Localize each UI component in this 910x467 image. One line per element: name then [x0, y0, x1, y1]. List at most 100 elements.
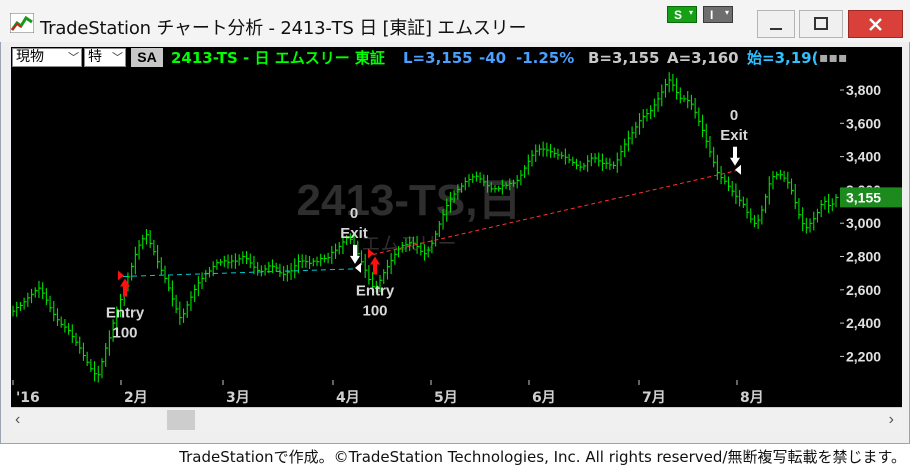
price-bar [105, 342, 109, 367]
price-bar [342, 234, 346, 255]
signal-entry-1: Entry 100 [106, 270, 145, 341]
price-bar [601, 153, 605, 171]
price-bar [516, 175, 520, 189]
price-bar [138, 240, 142, 260]
price-bar [275, 262, 279, 272]
price-bar [705, 123, 709, 149]
minimize-button[interactable] [757, 10, 795, 38]
price-bar [190, 291, 194, 311]
price-bar [383, 269, 387, 284]
price-bar [71, 324, 75, 343]
strategy-toolbar-button[interactable]: S ▾ [667, 6, 697, 23]
maximize-button[interactable] [799, 10, 843, 38]
price-tick-label: 3,600 [846, 115, 881, 131]
price-bar [727, 176, 731, 191]
indicator-toolbar-button[interactable]: I ▾ [703, 6, 733, 23]
price-bar [542, 141, 546, 157]
price-bar [813, 211, 817, 231]
price-bar [60, 316, 64, 328]
order-type-select[interactable]: 特 ﹀ [84, 48, 126, 67]
price-bars [12, 72, 839, 383]
price-bar [153, 239, 157, 256]
dropdown-arrow-icon: ▾ [688, 8, 693, 17]
date-tick-label: 4月 [336, 390, 360, 406]
price-bar [112, 319, 116, 342]
price-bar [816, 208, 820, 223]
order-type-value: 特 [88, 49, 102, 65]
price-bar [420, 242, 424, 256]
price-bar [672, 73, 676, 92]
price-bar [731, 180, 735, 197]
price-bar [30, 288, 35, 304]
price-bar [56, 308, 60, 326]
price-bar [186, 300, 190, 318]
sa-button[interactable]: SA [131, 48, 163, 67]
price-bar [698, 107, 702, 127]
price-bar [197, 276, 201, 297]
price-bar [572, 156, 576, 166]
price-bar [394, 250, 398, 265]
price-bar [42, 282, 46, 299]
price-bar [68, 323, 72, 335]
close-button[interactable] [848, 10, 903, 38]
exit-quantity: 0 [350, 205, 358, 222]
price-bar [457, 184, 461, 200]
chevron-down-icon: ﹀ [68, 51, 79, 64]
price-bar [134, 246, 138, 275]
entry-marker-icon [368, 248, 374, 259]
minimize-icon [770, 28, 782, 30]
price-bar [171, 280, 175, 307]
price-bar [494, 184, 498, 193]
price-chart[interactable]: 2413-TS,日 エムスリー Entry 100 Exit 0 Entry 100 Exi… [11, 69, 902, 407]
entry-quantity: 100 [112, 324, 137, 341]
price-bar [509, 178, 513, 191]
title-bar[interactable]: TradeStation チャート分析 - 2413-TS 日 [東証] エムス… [0, 0, 910, 42]
price-bar [127, 272, 131, 292]
price-bar [246, 251, 250, 265]
price-bar [201, 272, 205, 289]
price-bar [264, 264, 268, 276]
bid-price: B=3,155 [588, 49, 660, 67]
price-bar [45, 288, 49, 306]
exit-marker-icon [355, 262, 361, 273]
price-bar [646, 108, 650, 122]
price-bar [346, 235, 350, 245]
price-bar [260, 265, 264, 277]
price-bar [809, 218, 813, 233]
price-bar [338, 242, 342, 255]
price-bar [294, 258, 298, 279]
price-bar [613, 161, 617, 169]
price-bar [409, 236, 413, 252]
horizontal-scrollbar[interactable]: ‹ › [11, 407, 902, 431]
price-bar [650, 105, 654, 120]
price-bar [590, 152, 594, 167]
price-bar [223, 255, 227, 267]
price-bar [227, 254, 231, 269]
chart-canvas[interactable]: 2413-TS,日 エムスリー Entry100Exit0Entry100Exi… [11, 69, 902, 407]
scroll-right-icon[interactable]: › [888, 411, 894, 428]
account-type-select[interactable]: 現物 ﹀ [12, 48, 82, 67]
more-options-icon[interactable]: ▪▪▪ [819, 50, 848, 66]
window-title: TradeStation チャート分析 - 2413-TS 日 [東証] エムス… [40, 18, 527, 39]
price-bar [805, 217, 809, 234]
price-bar [427, 246, 431, 258]
price-bar [423, 244, 427, 261]
price-bar [475, 171, 479, 182]
price-bar [179, 301, 183, 325]
price-bar [753, 215, 757, 228]
symbol-info-bar: 現物 ﹀ 特 ﹀ SA 2413-TS - 日 エムスリー 東証 L=3,155… [11, 47, 902, 69]
price-bar [761, 205, 765, 225]
price-bar [334, 243, 339, 259]
price-bar [746, 198, 750, 219]
price-bar [375, 280, 379, 293]
price-bar [131, 262, 135, 281]
scrollbar-thumb[interactable] [167, 410, 195, 430]
price-bar [49, 295, 53, 313]
price-bar [309, 255, 313, 270]
price-bar [290, 263, 294, 280]
price-bar [449, 191, 453, 213]
exit-label: Exit [720, 127, 748, 144]
price-bar [12, 305, 16, 317]
scroll-left-icon[interactable]: ‹ [15, 411, 21, 428]
tradestation-logo-icon [10, 13, 34, 33]
